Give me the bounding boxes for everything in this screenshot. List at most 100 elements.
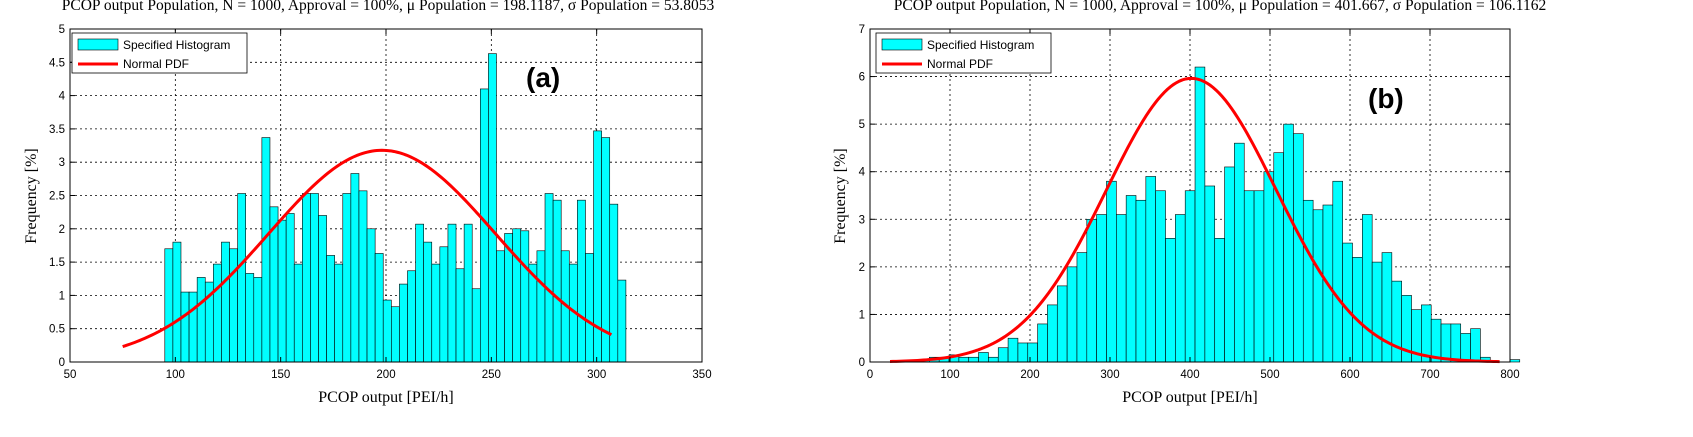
x-tick-label: 200 <box>1020 369 1039 381</box>
legend-entry-pdf-a: Normal PDF <box>123 57 189 71</box>
histogram-bar <box>1086 218 1097 363</box>
normal-pdf-line-b <box>889 76 1500 364</box>
histogram-bar <box>1509 359 1521 363</box>
histogram-bar <box>1234 142 1245 363</box>
histogram-bar <box>285 213 295 363</box>
y-axis-label-b: Frequency [%] <box>832 148 849 244</box>
histogram-bar <box>1470 328 1481 363</box>
histogram-bar <box>261 137 271 363</box>
histogram-bar <box>188 291 198 363</box>
x-ticks-a: 50 100 150 200 250 300 350 <box>64 29 712 381</box>
y-tick-label: 3.5 <box>49 124 65 136</box>
histogram-bar <box>374 253 384 363</box>
histogram-bar <box>617 279 627 363</box>
histogram-bar <box>1450 323 1462 363</box>
histogram-bar <box>609 203 619 363</box>
legend-entry-histogram-a: Specified Histogram <box>123 38 230 52</box>
histogram-bar <box>245 273 255 363</box>
histogram-bar <box>1214 238 1225 363</box>
histogram-bar <box>1116 214 1127 363</box>
histogram-bar <box>334 263 344 363</box>
histogram-bar <box>1332 180 1343 363</box>
x-tick-label: 150 <box>271 369 290 381</box>
histogram-bar <box>552 199 562 363</box>
histogram-bar <box>1047 304 1058 363</box>
x-tick-label: 200 <box>376 369 395 381</box>
x-tick-label: 0 <box>867 369 873 381</box>
histogram-bar <box>172 241 182 363</box>
histogram-bar <box>1204 185 1216 363</box>
x-tick-label: 300 <box>1100 369 1119 381</box>
histogram-bar <box>1302 199 1314 363</box>
y-tick-label: 1 <box>59 290 65 302</box>
x-tick-label: 250 <box>482 369 501 381</box>
histogram-bar <box>1027 342 1038 363</box>
histogram-bar <box>1184 190 1196 363</box>
x-tick-label: 400 <box>1180 369 1199 381</box>
histogram-bar <box>488 53 497 363</box>
histogram-bar <box>1224 166 1235 363</box>
y-tick-label: 5 <box>59 24 65 36</box>
legend-entry-pdf-b: Normal PDF <box>927 57 993 71</box>
histogram-bar <box>1283 123 1294 363</box>
histogram-bar <box>439 246 449 363</box>
histogram-bar <box>585 253 594 363</box>
panel-label-b: (b) <box>1368 83 1404 114</box>
y-tick-label: 3 <box>859 214 865 226</box>
legend-swatch-histogram-b <box>881 38 923 51</box>
histogram-bar <box>1165 238 1176 363</box>
histogram-bar <box>1155 190 1166 363</box>
legend-entry-histogram-b: Specified Histogram <box>927 38 1034 52</box>
y-tick-label: 0 <box>859 357 865 369</box>
histogram-bar <box>423 241 433 363</box>
histogram-bar <box>1066 266 1078 363</box>
histogram-bar <box>407 270 416 363</box>
histogram-bar <box>1017 342 1029 363</box>
y-tick-label: 4.5 <box>49 57 65 69</box>
histogram-bar <box>1056 285 1068 363</box>
histogram-bar <box>1145 176 1156 363</box>
histogram-bar <box>350 173 360 363</box>
y-tick-label: 7 <box>859 24 865 36</box>
histogram-bar <box>601 137 611 363</box>
histogram-bar <box>577 199 586 363</box>
histogram-bar <box>968 356 979 363</box>
histogram-bar <box>1096 214 1107 363</box>
x-tick-label: 700 <box>1420 369 1439 381</box>
histogram-bar <box>1381 252 1393 363</box>
y-tick-label: 0 <box>59 357 65 369</box>
normal-pdf-line-a <box>122 148 613 348</box>
y-axis-label-a: Frequency [%] <box>23 148 40 244</box>
legend-swatch-histogram-a <box>77 38 119 51</box>
x-tick-label: 500 <box>1260 369 1279 381</box>
histogram-bar <box>1371 261 1383 363</box>
y-tick-label: 4 <box>59 91 66 103</box>
histogram-bar <box>237 193 246 363</box>
x-tick-label: 100 <box>940 369 959 381</box>
histogram-bar <box>399 283 408 363</box>
histogram-bar <box>978 352 989 363</box>
histogram-bar <box>1007 337 1019 363</box>
histogram-bar <box>221 241 230 363</box>
histogram-bar <box>544 193 554 363</box>
histogram-bar <box>164 248 174 363</box>
histogram-bar <box>1352 257 1363 363</box>
histogram-bar <box>277 219 287 363</box>
histogram-bar <box>391 306 400 363</box>
histogram-bar <box>1253 190 1265 363</box>
histogram-bar <box>1391 280 1402 363</box>
histogram-bar <box>1175 214 1186 363</box>
y-tick-label: 0.5 <box>49 324 65 336</box>
histogram-bar <box>1263 171 1275 363</box>
chart-panel-a: PCOP output Population, N = 1000, Approv… <box>23 0 714 406</box>
histogram-bar <box>1076 252 1088 363</box>
histogram-bar <box>1194 66 1206 363</box>
histogram-bar <box>1293 133 1304 363</box>
histogram-bar <box>342 193 352 363</box>
histogram-bar <box>415 223 424 363</box>
histogram-bar <box>358 190 368 363</box>
y-tick-label: 3 <box>59 157 65 169</box>
x-tick-label: 600 <box>1340 369 1359 381</box>
histogram-bars-a <box>164 53 627 363</box>
